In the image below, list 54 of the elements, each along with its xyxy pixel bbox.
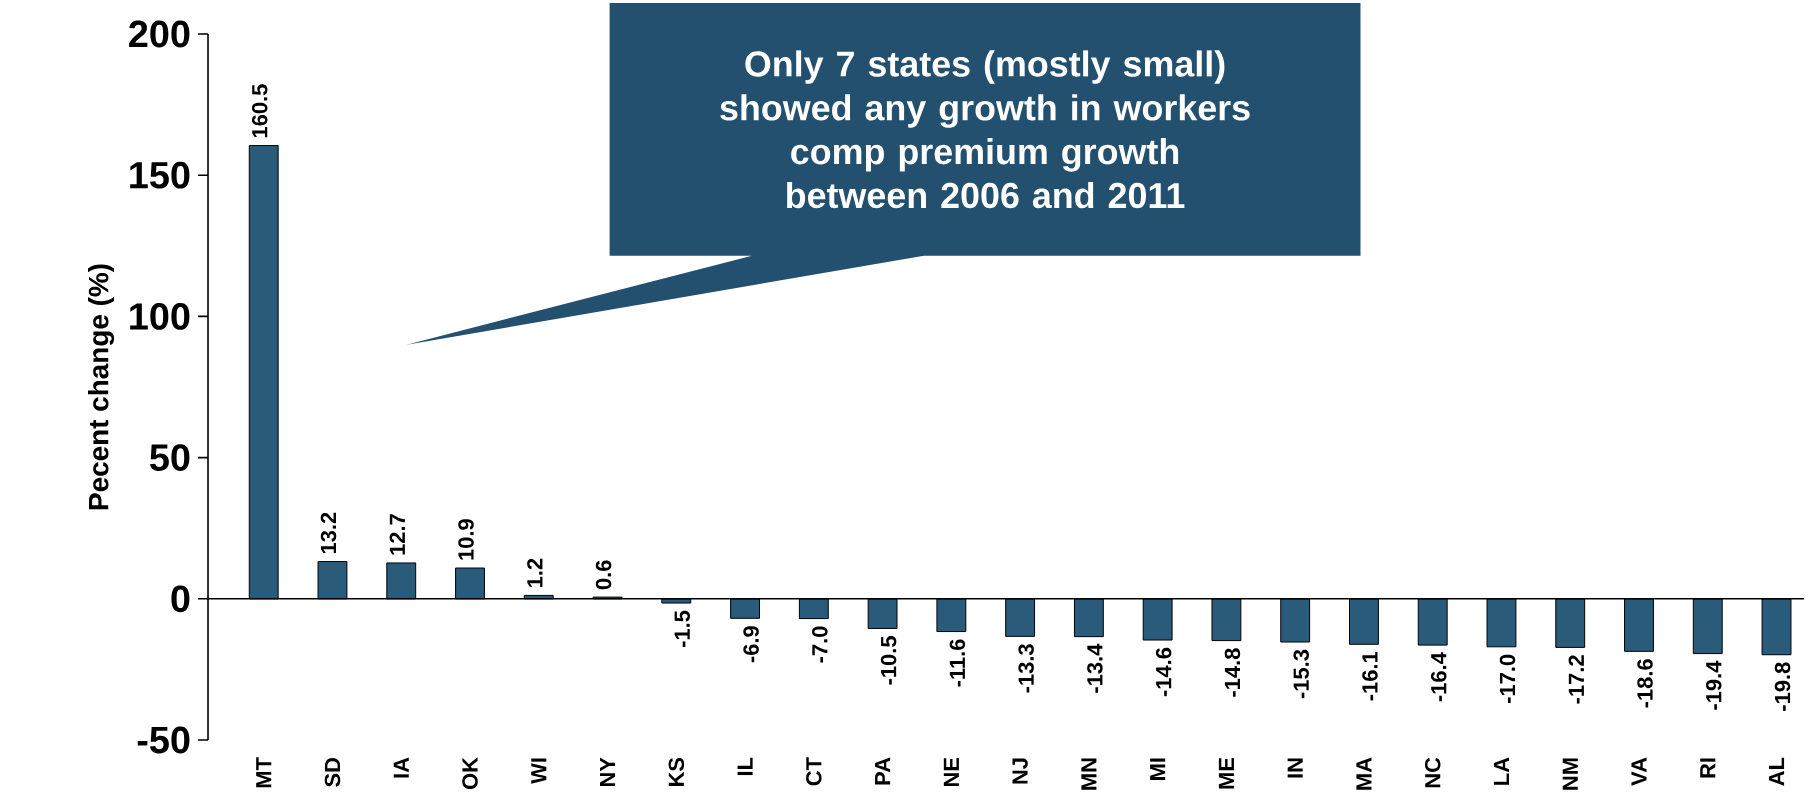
- x-tick-label: IA: [393, 757, 409, 778]
- x-tick-label: MT: [256, 757, 272, 788]
- x-tick-label: NY: [600, 757, 616, 787]
- data-label: 1.2: [527, 558, 543, 587]
- x-tick-label: NJ: [1012, 758, 1028, 784]
- x-tick-label: PA: [875, 757, 891, 785]
- y-tick-label: 100: [130, 302, 190, 330]
- x-tick-label: LA: [1493, 757, 1510, 785]
- y-tick-label: 200: [129, 20, 190, 48]
- data-label: -16.1: [1362, 651, 1378, 701]
- data-label: -17.2: [1568, 655, 1584, 704]
- x-tick-label: WI: [531, 758, 547, 784]
- data-label: 160.5: [251, 84, 268, 138]
- data-label: -15.3: [1293, 649, 1309, 699]
- x-tick-label: NM: [1562, 758, 1578, 790]
- x-tick-label: IN: [1287, 758, 1303, 778]
- data-label: -10.5: [880, 636, 897, 685]
- data-label: -19.4: [1706, 660, 1722, 710]
- data-label: -13.3: [1018, 644, 1034, 693]
- x-tick-label: SD: [324, 757, 341, 787]
- y-tick-label: 50: [150, 444, 190, 472]
- y-tick-label: -50: [137, 726, 190, 754]
- x-tick-label: CT: [806, 757, 822, 786]
- y-tick-label: 150: [130, 161, 190, 189]
- x-tick-label: IL: [737, 757, 753, 776]
- data-label: 0.6: [595, 560, 612, 590]
- x-tick-label: AL: [1769, 757, 1785, 786]
- x-tick-label: MN: [1081, 758, 1097, 790]
- data-label: -6.9: [743, 626, 759, 663]
- data-label: -19.8: [1774, 662, 1791, 711]
- data-label: -14.8: [1224, 648, 1241, 697]
- data-label: -1.5: [674, 610, 690, 647]
- y-axis-title: Pecent change (%): [87, 264, 115, 510]
- data-label: 13.2: [320, 512, 337, 554]
- data-label: -17.0: [1499, 654, 1516, 703]
- data-label: -13.4: [1087, 643, 1103, 693]
- x-tick-label: OK: [462, 757, 478, 790]
- data-label: -7.0: [812, 626, 828, 663]
- x-tick-label: NE: [943, 757, 959, 787]
- data-label: -11.6: [949, 639, 966, 687]
- annotation: Only 7 states (mostly small) showed any growth in workers comp premium growth between 2006 and 2011: [720, 50, 1250, 209]
- data-label: 12.7: [389, 514, 405, 555]
- x-tick-label: RI: [1700, 758, 1716, 778]
- data-label: 10.9: [458, 519, 474, 560]
- data-label: -14.6: [1155, 647, 1172, 697]
- data-label: -16.4: [1430, 652, 1447, 702]
- x-tick-label: MI: [1150, 758, 1166, 780]
- y-tick-label: 0: [171, 585, 190, 613]
- x-tick-label: NC: [1424, 757, 1441, 788]
- x-tick-label: MA: [1356, 757, 1372, 790]
- x-tick-label: VA: [1631, 757, 1647, 786]
- x-tick-label: ME: [1218, 757, 1234, 789]
- data-label: -18.6: [1637, 659, 1653, 708]
- x-tick-label: KS: [668, 757, 685, 787]
